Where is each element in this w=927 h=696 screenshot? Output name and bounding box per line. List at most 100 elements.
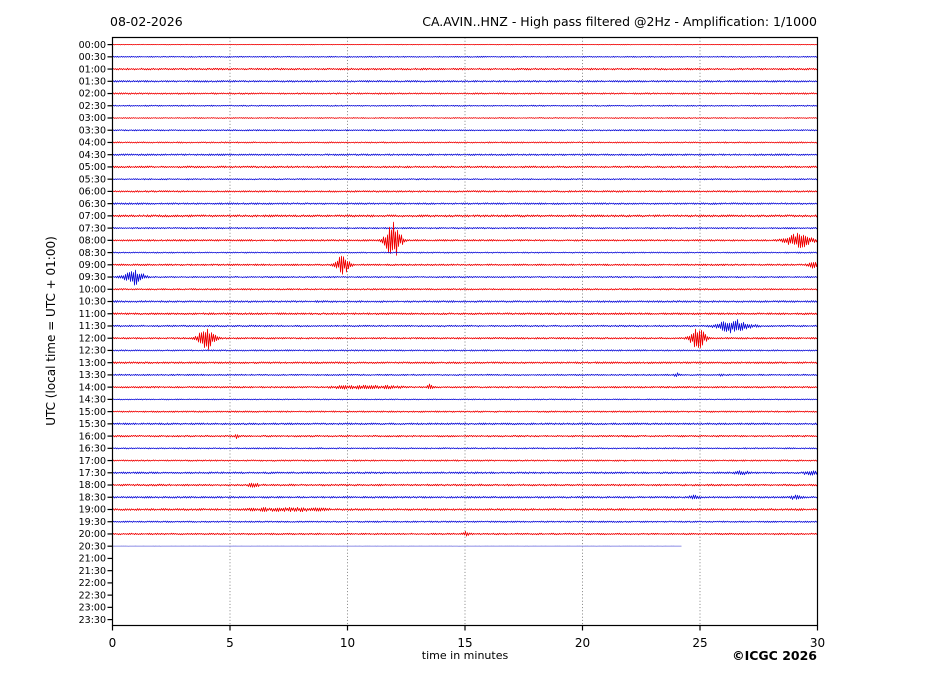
trace-row (112, 494, 818, 500)
y-tick-label: 07:30 (79, 223, 106, 234)
trace-row (112, 178, 818, 181)
date-label: 08-02-2026 (110, 14, 183, 29)
trace-row (112, 92, 818, 95)
trace-row (112, 459, 818, 462)
trace-row (112, 482, 818, 488)
y-tick-label: 11:00 (79, 309, 106, 320)
y-tick-label: 17:00 (79, 456, 106, 467)
y-tick-label: 06:00 (79, 187, 106, 198)
trace-row (112, 227, 818, 230)
y-tick-label: 09:00 (79, 260, 106, 271)
y-tick-label: 02:00 (79, 89, 106, 100)
y-tick-label: 08:30 (79, 248, 106, 259)
trace-row (112, 434, 818, 439)
y-tick-label: 23:30 (79, 615, 106, 626)
x-tick-label: 30 (810, 636, 825, 650)
y-axis-label: UTC (local time = UTC + 01:00) (44, 236, 58, 426)
y-tick-label: 03:00 (79, 113, 106, 124)
x-tick-label: 20 (575, 636, 590, 650)
y-tick-label: 08:00 (79, 236, 106, 247)
y-tick-label: 03:30 (79, 125, 106, 136)
trace-row (112, 104, 818, 107)
trace-row (112, 43, 818, 46)
y-tick-label: 22:00 (79, 578, 106, 589)
y-tick-label: 01:00 (79, 64, 106, 75)
trace-row (112, 470, 818, 476)
y-tick-label: 16:00 (79, 431, 106, 442)
y-tick-label: 05:00 (79, 162, 106, 173)
y-tick-label: 00:00 (79, 40, 106, 51)
trace-row (112, 312, 818, 316)
y-tick-label: 02:30 (79, 101, 106, 112)
y-tick-label: 15:30 (79, 419, 106, 430)
grid-layer (229, 37, 701, 626)
trace-row (112, 372, 818, 377)
trace-row (112, 141, 818, 144)
trace-row (112, 251, 818, 254)
y-tick-label: 15:00 (79, 407, 106, 418)
y-tick-label: 14:30 (79, 395, 106, 406)
y-tick-label: 21:00 (79, 554, 106, 565)
y-tick-label: 17:30 (79, 468, 106, 479)
trace-row (112, 255, 818, 275)
x-tick-label: 25 (692, 636, 707, 650)
y-tick-label: 04:30 (79, 150, 106, 161)
trace-row (112, 410, 818, 413)
x-tick-label: 10 (340, 636, 355, 650)
x-tick-label: 15 (457, 636, 472, 650)
y-tick-label: 20:00 (79, 529, 106, 540)
x-axis-label: time in minutes (422, 649, 509, 662)
y-tick-label: 16:30 (79, 444, 106, 455)
trace-row (112, 507, 818, 512)
copyright-label: ©ICGC 2026 (732, 648, 817, 663)
y-tick-label: 00:30 (79, 52, 106, 63)
y-tick-label: 22:30 (79, 590, 106, 601)
trace-row (112, 288, 818, 291)
trace-row (112, 361, 818, 364)
y-tick-label: 06:30 (79, 199, 106, 210)
trace-row (112, 190, 818, 193)
trace-row (112, 531, 818, 537)
trace-row (112, 319, 818, 334)
trace-row (112, 80, 818, 83)
y-tick-label: 14:00 (79, 382, 106, 393)
y-tick-label: 20:30 (79, 541, 106, 552)
trace-row (112, 422, 818, 426)
trace-row (112, 300, 818, 303)
trace-row (112, 269, 818, 286)
y-tick-label: 10:00 (79, 284, 106, 295)
y-tick-label: 13:00 (79, 358, 106, 369)
trace-layer (112, 43, 818, 547)
y-tick-label: 11:30 (79, 321, 106, 332)
trace-row (112, 214, 818, 218)
trace-row (112, 520, 818, 523)
y-tick-label: 07:00 (79, 211, 106, 222)
y-tick-label: 19:00 (79, 505, 106, 516)
trace-row (112, 153, 818, 156)
y-tick-label: 21:30 (79, 566, 106, 577)
y-tick-label: 19:30 (79, 517, 106, 528)
trace-row (112, 202, 818, 205)
y-tick-label: 13:30 (79, 370, 106, 381)
plot-title: CA.AVIN..HNZ - High pass filtered @2Hz -… (422, 14, 817, 29)
y-tick-label: 12:00 (79, 333, 106, 344)
trace-row (112, 398, 818, 401)
y-tick-label: 01:30 (79, 77, 106, 88)
trace-row (112, 383, 818, 390)
y-tick-label: 10:30 (79, 297, 106, 308)
trace-row (112, 129, 818, 132)
trace-row (112, 221, 818, 256)
x-tick-label: 5 (226, 636, 234, 650)
y-tick-label: 09:30 (79, 272, 106, 283)
trace-row (112, 165, 818, 169)
y-tick-label: 12:30 (79, 346, 106, 357)
y-tick-label: 18:30 (79, 492, 106, 503)
trace-row (112, 447, 818, 450)
y-tick-label: 05:30 (79, 174, 106, 185)
x-tick-label: 0 (109, 636, 117, 650)
trace-row (112, 349, 818, 352)
trace-row (112, 55, 818, 58)
